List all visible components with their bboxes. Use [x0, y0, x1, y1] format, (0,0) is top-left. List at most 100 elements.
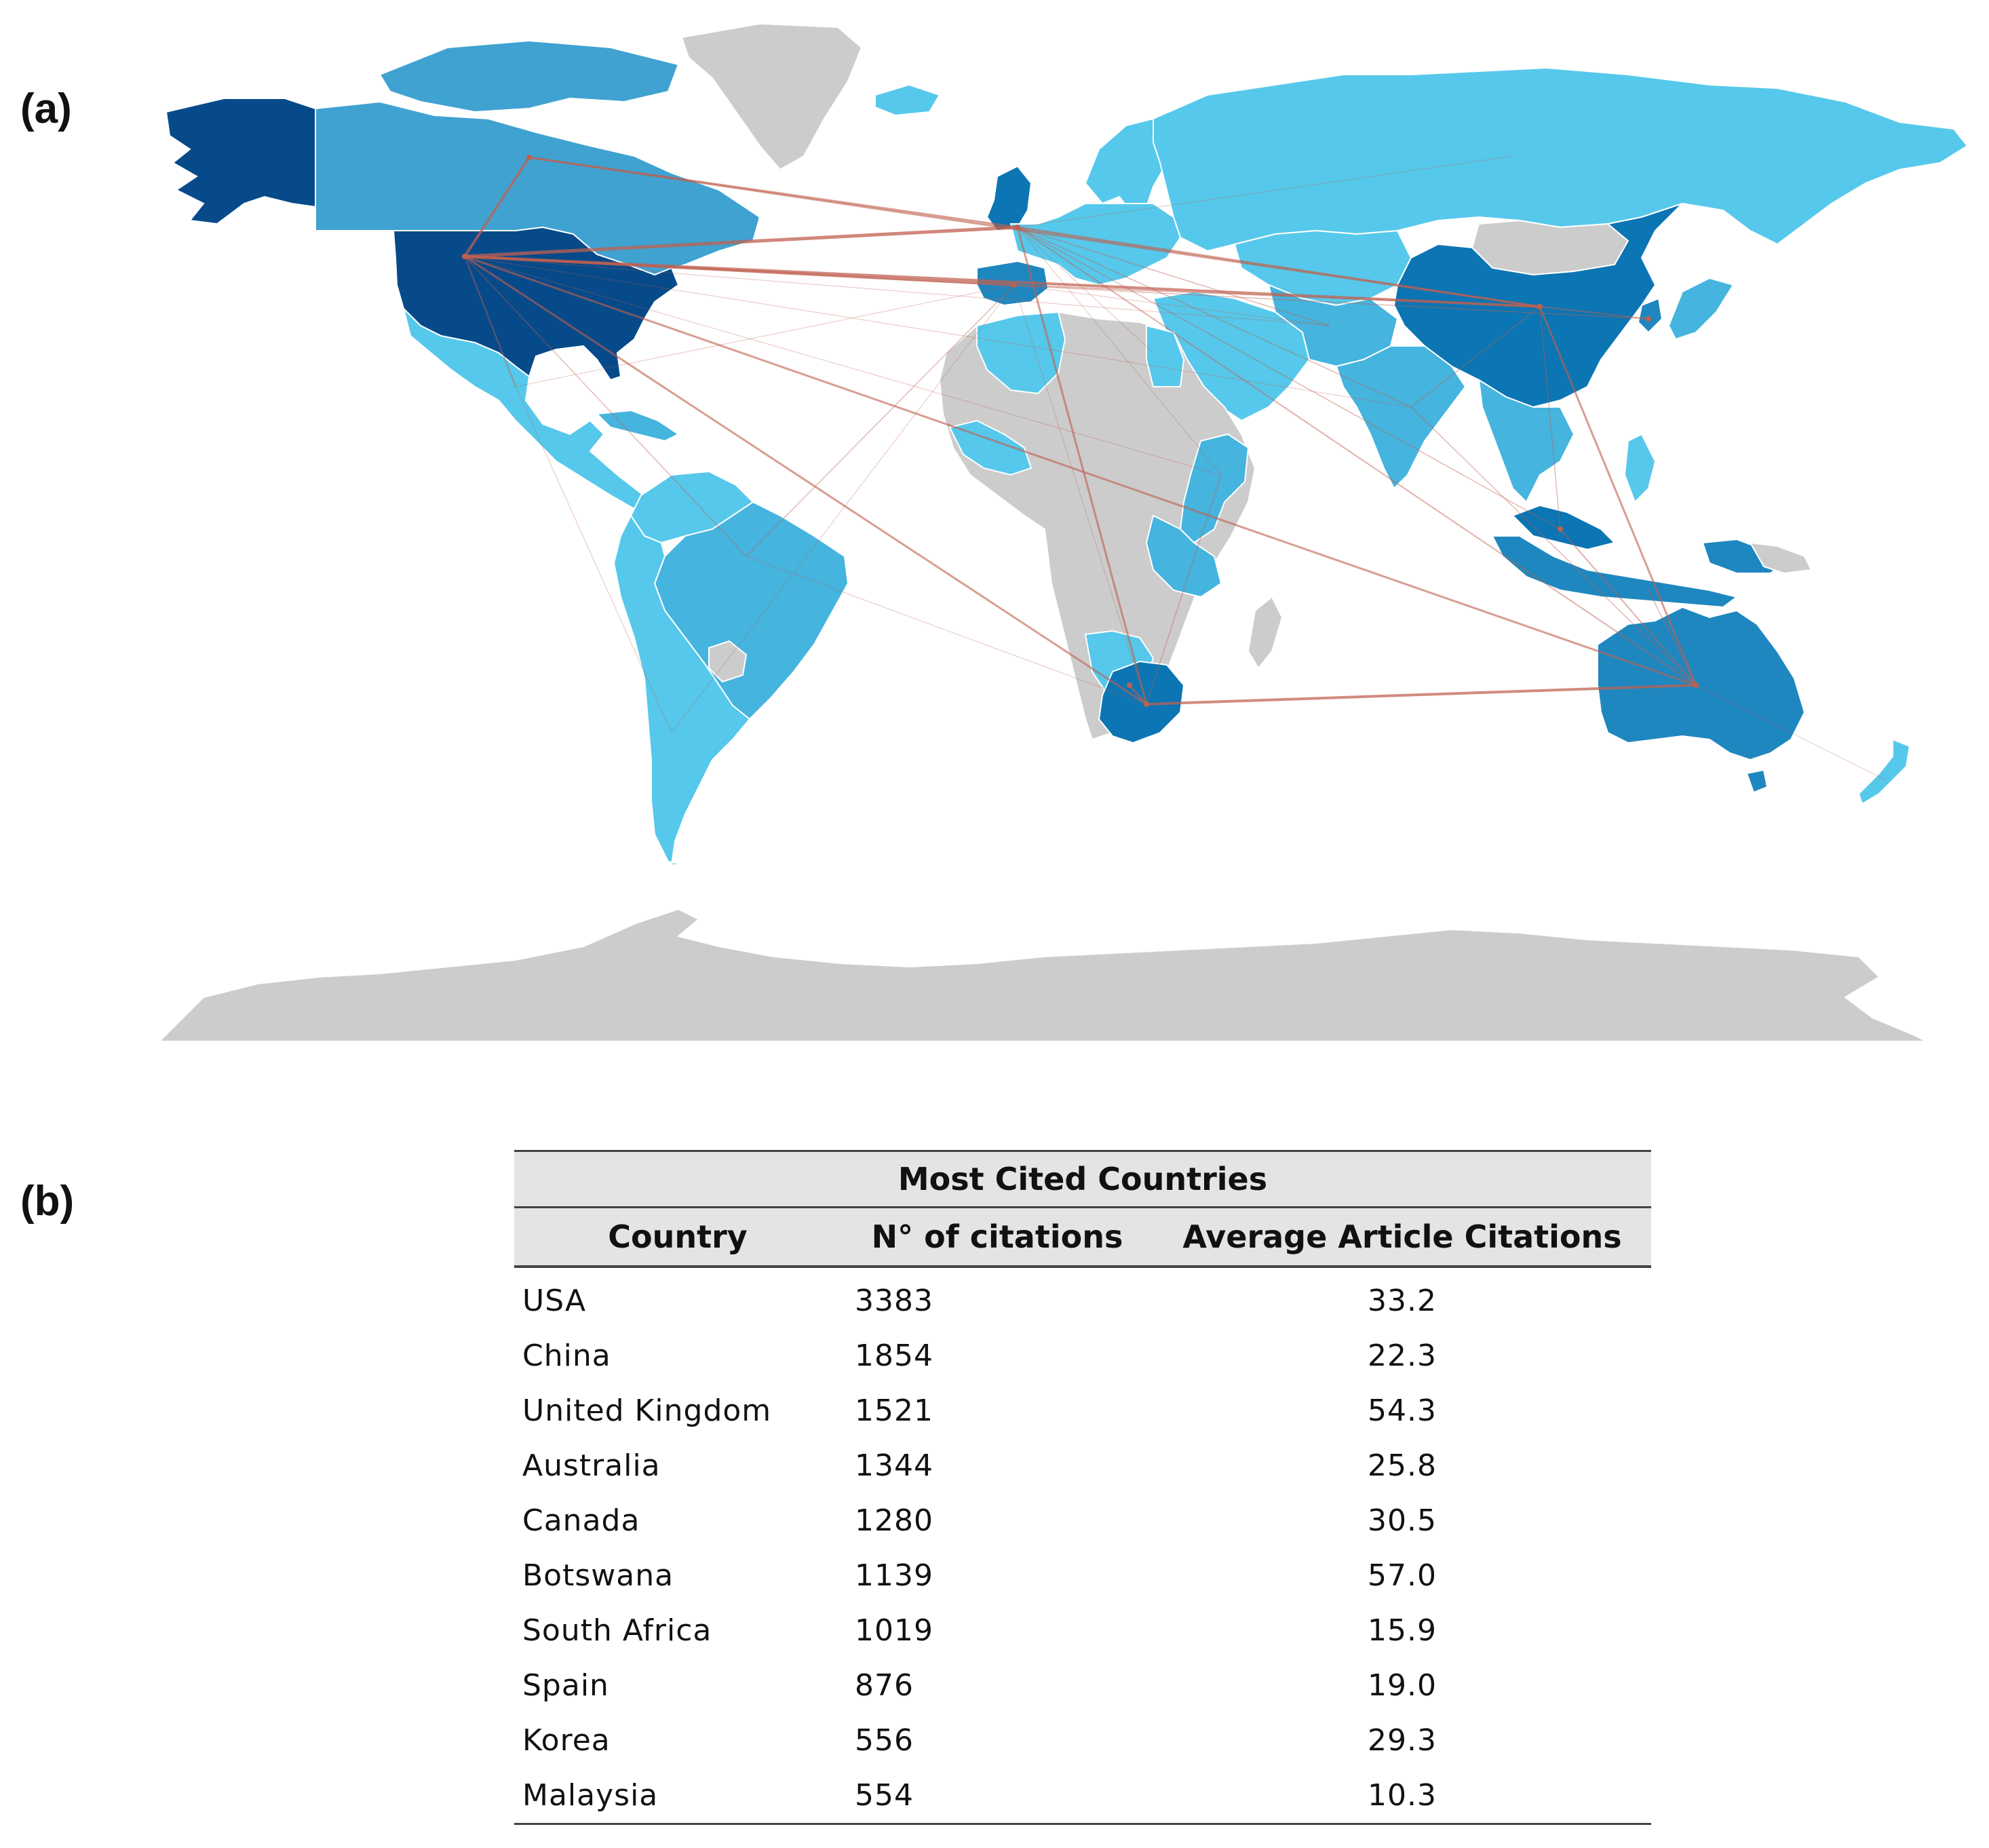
collaboration-link	[1648, 590, 1697, 686]
cell-country: Korea	[522, 1723, 611, 1758]
world-map-svg	[157, 24, 1969, 1042]
collaboration-link	[746, 284, 1015, 557]
collaboration-link	[464, 256, 1330, 326]
cell-country: Australia	[522, 1448, 661, 1483]
collaboration-link	[464, 256, 1649, 320]
russia-shape	[1153, 66, 1969, 252]
southern-cone-shape	[613, 514, 751, 866]
table-title: Most Cited Countries	[514, 1150, 1651, 1208]
antarctica-shape	[157, 908, 1927, 1042]
cell-average: 33.2	[1368, 1284, 1437, 1318]
collaboration-hub-dot	[1015, 225, 1020, 230]
cell-country: USA	[522, 1284, 587, 1318]
iceland-shape	[874, 83, 941, 117]
uk-ireland-shape	[986, 165, 1032, 232]
southeast-asia-shape	[1478, 379, 1575, 503]
most-cited-countries-table: Most Cited Countries Country N° of citat…	[514, 1150, 1651, 1825]
west-africa-shape	[948, 419, 1032, 476]
indonesia-shape	[1491, 535, 1739, 609]
collaboration-link	[1017, 227, 1561, 530]
collaboration-link	[1539, 306, 1649, 320]
collaboration-link	[1128, 685, 1148, 705]
table-row: Korea 556 29.3	[514, 1713, 1651, 1768]
cell-average: 15.9	[1368, 1613, 1437, 1648]
australia-shape	[1597, 606, 1806, 761]
papua-east-shape	[1749, 541, 1813, 575]
table-row: China 1854 22.3	[514, 1328, 1651, 1383]
collaboration-hub-dot	[1693, 682, 1699, 688]
collaboration-link	[1017, 227, 1412, 408]
collaboration-hub-dot	[1127, 682, 1132, 688]
cell-country: Spain	[522, 1668, 609, 1703]
philippines-shape	[1623, 433, 1657, 503]
cell-country: China	[522, 1339, 611, 1373]
central-africa-shape	[1145, 514, 1222, 598]
cell-average: 19.0	[1368, 1668, 1437, 1703]
collaboration-link	[671, 284, 1015, 733]
canada-arctic-islands-shape	[379, 39, 680, 113]
collaboration-link	[463, 156, 530, 258]
alaska-shape	[165, 98, 316, 225]
table-row: United Kingdom 1521 54.3	[514, 1383, 1651, 1438]
collaboration-link	[1146, 684, 1697, 706]
collaboration-link	[1560, 528, 1697, 686]
collaboration-link	[1539, 306, 1697, 686]
collaboration-hub-dot	[526, 155, 532, 160]
collaboration-link	[1017, 227, 1330, 326]
collaboration-link	[464, 225, 1018, 258]
cell-country: Malaysia	[514, 1768, 841, 1825]
north-africa-shape	[976, 311, 1066, 395]
cell-country: Canada	[522, 1503, 640, 1538]
collaboration-link	[1017, 226, 1541, 308]
cell-citations: 556	[855, 1723, 914, 1758]
collaboration-link	[1410, 306, 1541, 408]
cell-citations: 1019	[855, 1613, 933, 1648]
collaboration-link	[1539, 306, 1561, 530]
table-row: Malaysia 554 10.3	[514, 1768, 1651, 1825]
header-country: Country	[514, 1207, 841, 1268]
cell-country: South Africa	[522, 1613, 712, 1648]
bolivia-shape	[708, 640, 748, 683]
collaboration-link	[1017, 227, 1154, 353]
south-africa-shape	[1098, 660, 1185, 744]
collaboration-hub-dot	[1646, 316, 1651, 322]
malaysia-shape	[1511, 504, 1616, 551]
cell-citations: 1139	[855, 1558, 933, 1593]
cell-citations: 554	[841, 1768, 1153, 1825]
header-citations: N° of citations	[841, 1207, 1153, 1268]
collaboration-link	[1013, 284, 1330, 326]
most-cited-countries-table-wrap: Most Cited Countries Country N° of citat…	[514, 1150, 1651, 1825]
egypt-shape	[1146, 324, 1185, 387]
cell-country: Botswana	[522, 1558, 674, 1593]
collaboration-link	[1013, 284, 1147, 705]
cell-average: 54.3	[1368, 1393, 1437, 1428]
cell-citations: 1854	[855, 1339, 933, 1373]
collaboration-link	[515, 386, 672, 733]
collaboration-link	[464, 255, 1697, 687]
cell-average: 25.8	[1368, 1448, 1437, 1483]
collaboration-link	[515, 284, 1015, 387]
cell-citations: 1521	[855, 1393, 933, 1428]
collaboration-link	[1017, 227, 1697, 686]
collaboration-hub-dot	[1558, 526, 1563, 532]
collaboration-link	[464, 255, 1541, 308]
collaboration-link	[1410, 406, 1697, 686]
world-collaboration-map	[157, 24, 1969, 1042]
collaboration-link	[746, 556, 1147, 705]
cell-average: 22.3	[1368, 1339, 1437, 1373]
collaboration-link	[1017, 155, 1513, 228]
cell-citations: 1280	[855, 1503, 933, 1538]
korea-shape	[1637, 297, 1663, 334]
europe-shape	[1009, 203, 1182, 286]
header-average: Average Article Citations	[1153, 1207, 1651, 1268]
table-row: Canada 1280 30.5	[514, 1493, 1651, 1548]
table-row: Australia 1344 25.8	[514, 1438, 1651, 1493]
collaboration-link	[1016, 227, 1148, 705]
cell-average: 30.5	[1368, 1503, 1437, 1538]
collaboration-link	[1013, 284, 1541, 307]
collaboration-link	[464, 255, 1147, 706]
cell-citations: 1344	[855, 1448, 933, 1483]
table-body: USA 3383 33.2 China 1854 22.3 United Kingdom 15…	[514, 1267, 1651, 1825]
panel-label-b: (b)	[20, 1178, 75, 1225]
